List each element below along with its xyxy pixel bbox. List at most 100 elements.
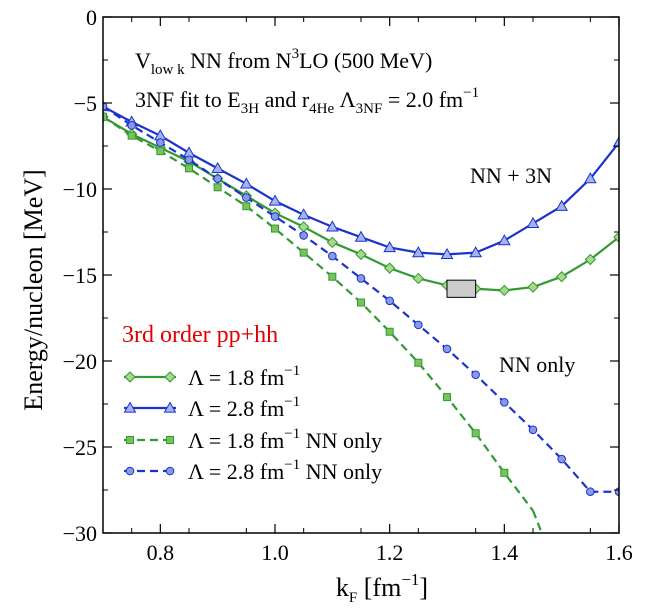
data-point — [271, 224, 279, 233]
data-point — [103, 112, 107, 121]
data-point — [184, 155, 194, 165]
annotation-nn-only: NN only — [499, 352, 575, 377]
data-point — [268, 194, 282, 206]
x-tick-label: 1.4 — [491, 540, 519, 565]
legend-marker — [124, 371, 136, 383]
data-point — [440, 247, 454, 259]
y-tick-label: −20 — [63, 349, 97, 374]
annotation-3nf-fit: 3NF fit to E3H and r4He Λ3NF = 2.0 fm−1 — [135, 85, 479, 117]
legend: Λ = 1.8 fm−1 Λ = 2.8 fm−1 Λ = 1.8 fm−1 NN … — [123, 363, 382, 484]
data-point — [185, 164, 193, 173]
y-tick-label: −25 — [63, 435, 97, 460]
legend-marker — [125, 466, 135, 476]
data-point — [239, 177, 253, 189]
x-tick-label: 1.0 — [261, 540, 289, 565]
data-point — [471, 429, 480, 438]
y-tick-label: −15 — [63, 263, 97, 288]
data-point — [299, 248, 308, 257]
series-line — [103, 115, 619, 292]
legend-label-3: Λ = 2.8 fm−1 NN only — [188, 457, 382, 484]
series-line — [103, 115, 534, 512]
data-point — [242, 193, 251, 202]
data-point — [612, 136, 619, 148]
data-point — [471, 370, 480, 380]
data-point — [213, 174, 222, 183]
data-point — [469, 246, 483, 258]
data-point — [528, 425, 538, 435]
series-2 — [103, 112, 543, 533]
data-point — [383, 240, 397, 253]
data-point — [500, 397, 509, 407]
data-point — [299, 231, 308, 240]
legend-marker — [165, 466, 175, 476]
series-0 — [103, 111, 619, 297]
data-point — [325, 220, 339, 232]
annotation-order: 3rd order pp+hh — [122, 322, 278, 348]
legend-marker — [123, 401, 137, 413]
y-tick-label: −5 — [74, 91, 97, 116]
data-point — [354, 230, 368, 242]
x-tick-label: 1.6 — [605, 540, 633, 565]
legend-marker — [126, 436, 134, 444]
data-point — [497, 234, 511, 246]
data-point — [500, 468, 509, 477]
data-point — [328, 251, 337, 261]
data-point — [356, 274, 366, 283]
data-point — [443, 393, 451, 402]
data-point — [613, 231, 619, 243]
data-point — [297, 221, 310, 233]
data-point — [156, 138, 165, 147]
y-tick-label: 0 — [86, 5, 97, 30]
legend-marker — [166, 436, 174, 444]
annotation-potential: Vlow k NN from N3LO (500 MeV) — [135, 46, 432, 78]
data-point — [326, 236, 339, 249]
data-point — [555, 199, 569, 211]
legend-marker — [164, 371, 176, 383]
data-point — [414, 320, 423, 330]
x-tick-label: 0.8 — [147, 540, 175, 565]
legend-label-1: Λ = 2.8 fm−1 — [188, 394, 300, 421]
data-point — [355, 248, 367, 261]
data-point — [498, 284, 511, 297]
legend-marker — [163, 401, 177, 413]
data-point — [527, 281, 539, 293]
data-point — [414, 358, 423, 367]
data-point — [156, 147, 165, 156]
data-point — [270, 212, 280, 221]
uncertainty-box — [446, 279, 477, 298]
data-point — [442, 344, 452, 354]
data-point — [127, 121, 136, 130]
y-axis-label: Energy/nucleon [MeV] — [19, 169, 48, 410]
series-3 — [103, 102, 619, 497]
data-point — [127, 131, 136, 140]
data-point — [412, 272, 425, 285]
data-point — [385, 327, 394, 336]
data-point — [297, 208, 311, 220]
data-point — [526, 216, 540, 229]
data-point — [583, 172, 597, 184]
data-point — [555, 271, 568, 283]
data-point — [328, 272, 337, 281]
y-tick-label: −10 — [63, 177, 97, 202]
data-point — [213, 183, 222, 192]
x-axis-label: kF [fm−1] — [336, 570, 428, 606]
data-point — [557, 454, 566, 464]
legend-label-2: Λ = 1.8 fm−1 NN only — [188, 426, 382, 453]
data-point — [103, 102, 108, 111]
data-point — [584, 253, 597, 266]
data-point — [211, 161, 225, 173]
axis-ticks: 0.8 1.0 1.2 1.4 1.6 −30 −25 −20 −15 −10 −5 0 — [63, 5, 633, 565]
annotation-nn-3n: NN + 3N — [470, 163, 552, 188]
data-point — [242, 202, 251, 211]
data-point — [586, 487, 595, 497]
y-tick-label: −30 — [63, 521, 97, 546]
legend-label-0: Λ = 1.8 fm−1 — [188, 363, 300, 390]
series-line-tail — [531, 510, 543, 533]
data-point — [357, 298, 365, 307]
data-point — [383, 262, 396, 274]
data-point — [385, 296, 394, 306]
data-point — [411, 246, 425, 258]
x-tick-label: 1.2 — [376, 540, 404, 565]
series-layer — [103, 99, 619, 533]
